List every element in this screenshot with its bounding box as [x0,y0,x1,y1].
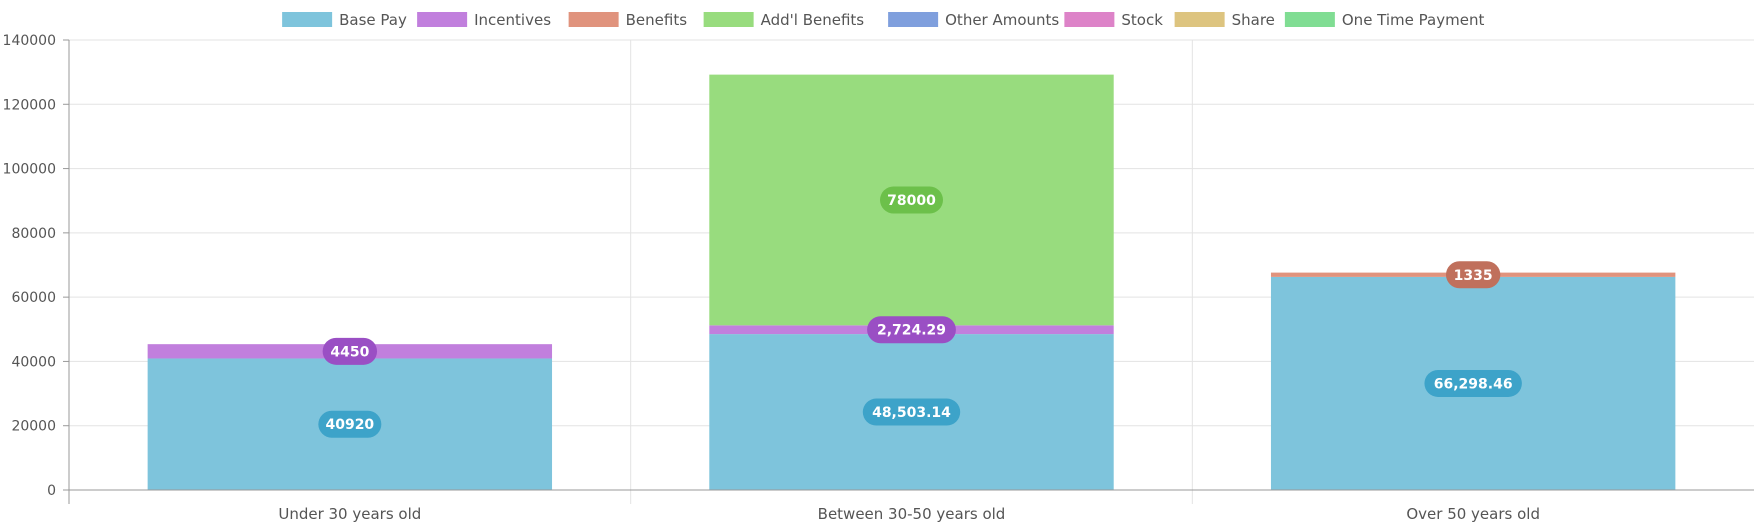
data-label-base-pay: 66,298.46 [1434,376,1513,392]
legend-swatch-benefits [568,12,619,27]
legend-swatch-add-l-benefits [703,12,754,27]
y-tick-label: 120000 [3,97,56,113]
legend-swatch-base-pay [282,12,333,27]
data-label-add-l-benefits: 78000 [887,193,936,209]
y-tick-label: 0 [47,483,56,499]
legend-label-add-l-benefits: Add'l Benefits [761,11,865,29]
data-label-bg-add-l-benefits [880,186,943,214]
data-labels: 40920 4450 48,503.14 2,724.29 78000 66,298.46… [318,186,1522,438]
data-label-incentives: 4450 [330,344,369,360]
legend-label-base-pay: Base Pay [339,11,407,29]
data-label-base-pay: 48,503.14 [872,405,951,421]
y-tick-label: 60000 [11,290,56,306]
legend-swatch-stock [1064,12,1115,27]
legend: Base Pay Incentives Benefits Add'l Benefits… [282,11,1484,29]
legend-swatch-incentives [417,12,468,27]
legend-swatch-share [1174,12,1225,27]
legend-swatch-other-amounts [888,12,939,27]
x-tick-label: Between 30-50 years old [818,505,1006,523]
x-tick-label: Over 50 years old [1406,505,1540,523]
legend-label-stock: Stock [1121,11,1163,29]
y-tick-label: 80000 [11,226,56,242]
data-label-bg-base-pay [1424,369,1522,397]
legend-label-benefits: Benefits [626,11,688,29]
y-tick-label: 100000 [3,162,56,178]
axes: 0 20000 40000 60000 80000 100000 120000 140000 U… [3,33,1754,523]
data-label-bg-incentives [867,316,956,344]
y-tick-label: 20000 [11,419,56,435]
data-label-bg-base-pay [318,410,382,438]
x-tick-label: Under 30 years old [278,505,421,523]
data-label-base-pay: 40920 [325,417,374,433]
y-tick-label: 140000 [3,33,56,49]
legend-label-other-amounts: Other Amounts [945,11,1059,29]
legend-label-incentives: Incentives [474,11,551,29]
data-label-benefits: 1335 [1454,268,1493,284]
legend-label-share: Share [1232,11,1275,29]
legend-swatch-one-time-payment [1284,12,1335,27]
data-label-incentives: 2,724.29 [877,323,946,339]
data-label-bg-incentives [322,337,378,365]
data-label-bg-benefits [1445,261,1501,289]
data-label-bg-base-pay [862,398,961,426]
y-tick-label: 40000 [11,354,56,370]
legend-label-one-time-payment: One Time Payment [1342,11,1485,29]
bars [147,74,1676,490]
